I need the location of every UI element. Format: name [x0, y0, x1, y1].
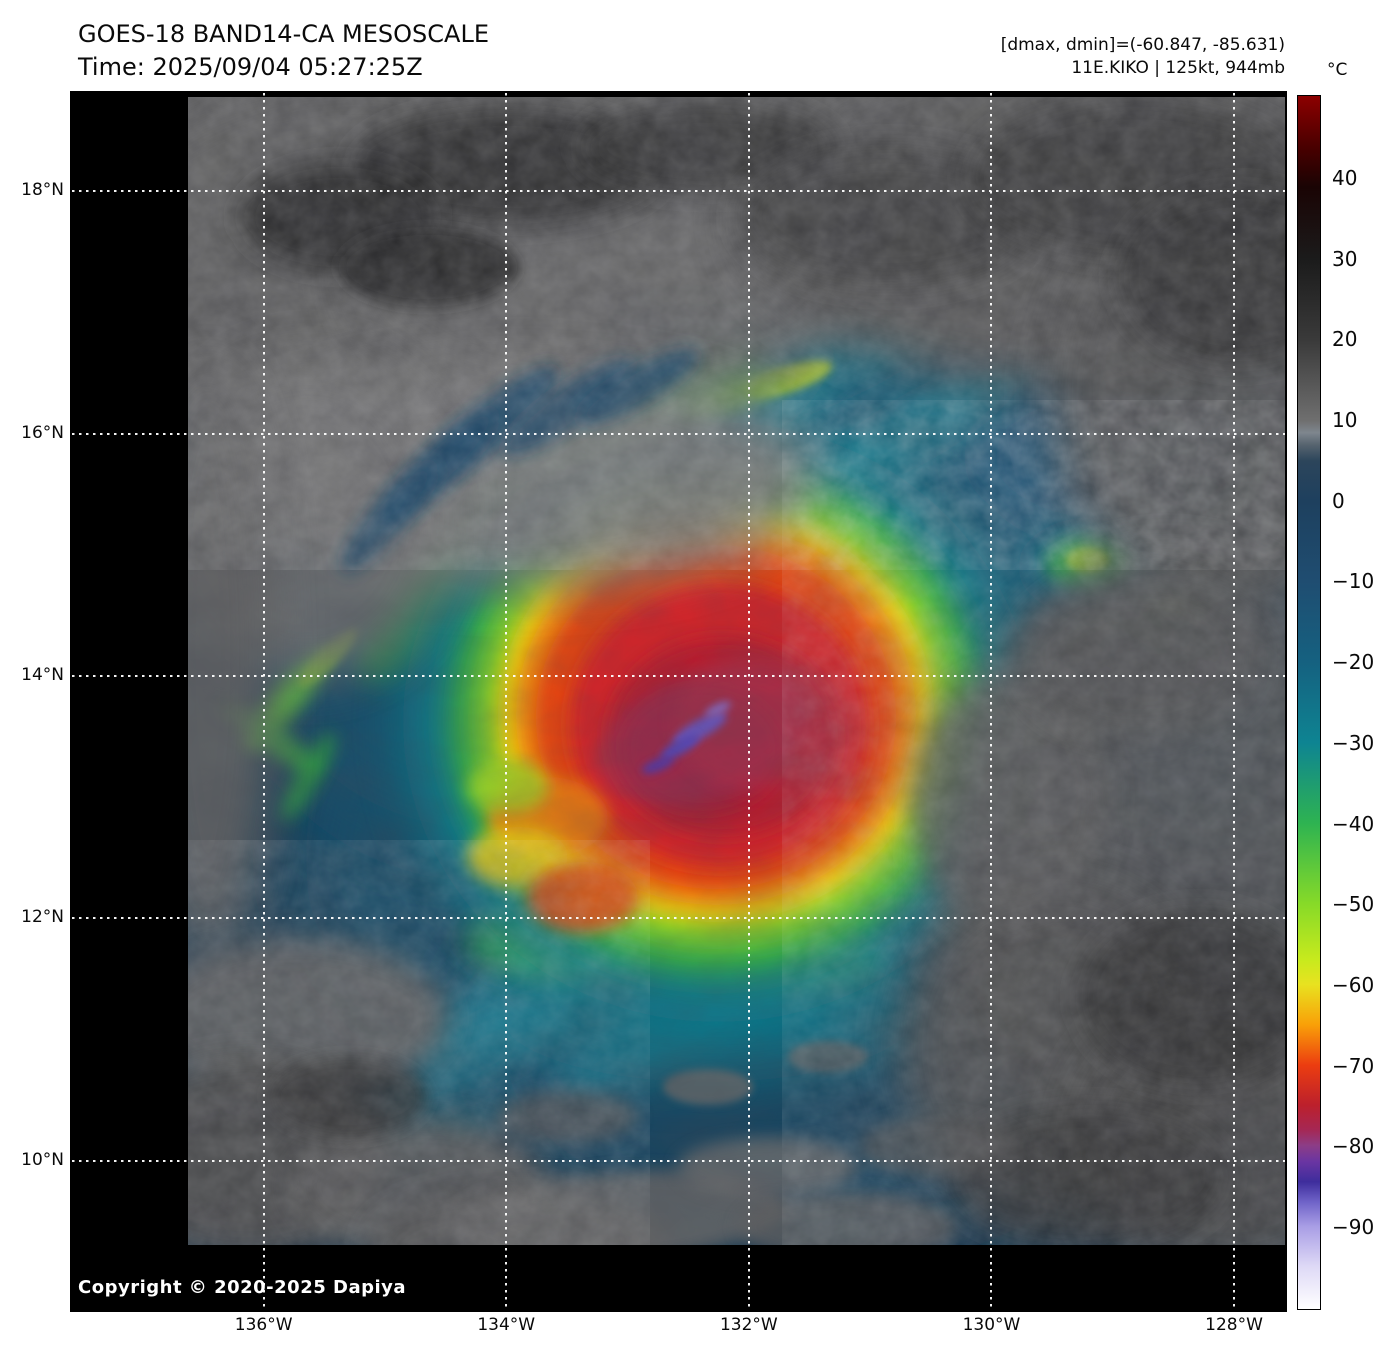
colorbar-tick-label: −70	[1332, 1053, 1375, 1078]
gridline-lat-18	[72, 190, 1285, 193]
gridline-lon-132	[747, 93, 750, 1310]
texture-noise	[188, 97, 1285, 1245]
map-area: Copyright © 2020-2025 Dapiya	[70, 91, 1287, 1312]
lat-tick-label: 18°N	[21, 180, 64, 201]
colorbar-tick-label: −20	[1332, 650, 1375, 675]
gridline-lon-134	[505, 93, 508, 1310]
colorbar-tick-label: −50	[1332, 892, 1375, 917]
colorbar-tick-label: 20	[1332, 327, 1358, 352]
header-right: [dmax, dmin]=(-60.847, -85.631) 11E.KIKO…	[1001, 34, 1285, 80]
lat-tick-label: 10°N	[21, 1149, 64, 1170]
gridline-lon-130	[990, 93, 993, 1310]
colorbar-tick-label: 0	[1332, 488, 1345, 513]
colorbar-tick-label: 30	[1332, 246, 1358, 271]
lon-tick-label: 134°W	[477, 1315, 536, 1335]
lat-tick-label: 16°N	[21, 422, 64, 443]
colorbar-tick-label: −80	[1332, 1134, 1375, 1159]
colorbar	[1297, 95, 1321, 1310]
lon-tick-label: 130°W	[962, 1315, 1021, 1335]
title-block: GOES-18 BAND14-CA MESOSCALE Time: 2025/0…	[78, 18, 489, 84]
colorbar-unit-label: °C	[1327, 60, 1348, 80]
storm-info: 11E.KIKO | 125kt, 944mb	[1071, 58, 1285, 78]
figure-title: GOES-18 BAND14-CA MESOSCALE	[78, 20, 489, 48]
lon-tick-label: 132°W	[719, 1315, 778, 1335]
dmax-dmin-readout: [dmax, dmin]=(-60.847, -85.631)	[1000, 35, 1285, 55]
figure-time: Time: 2025/09/04 05:27:25Z	[78, 53, 423, 81]
lon-tick-label: 136°W	[234, 1315, 293, 1335]
colorbar-tick-label: −40	[1332, 811, 1375, 836]
gridline-lon-128	[1233, 93, 1236, 1310]
gridline-lat-14	[72, 675, 1285, 678]
colorbar-tick-label: −60	[1332, 972, 1375, 997]
lat-tick-label: 14°N	[21, 665, 64, 686]
copyright: Copyright © 2020-2025 Dapiya	[78, 1277, 407, 1298]
lon-tick-label: 128°W	[1205, 1315, 1263, 1335]
lat-tick-label: 12°N	[21, 907, 64, 928]
colorbar-tick-label: 10	[1332, 408, 1358, 433]
satellite-image	[188, 97, 1285, 1245]
colorbar-tick-label: −90	[1332, 1214, 1375, 1239]
gridline-lat-10	[72, 1159, 1285, 1162]
colorbar-tick-label: 40	[1332, 166, 1358, 191]
colorbar-tick-label: −30	[1332, 730, 1375, 755]
gridline-lat-16	[72, 432, 1285, 435]
colorbar-tick-label: −10	[1332, 569, 1375, 594]
gridline-lat-12	[72, 917, 1285, 920]
gridline-lon-136	[262, 93, 265, 1310]
